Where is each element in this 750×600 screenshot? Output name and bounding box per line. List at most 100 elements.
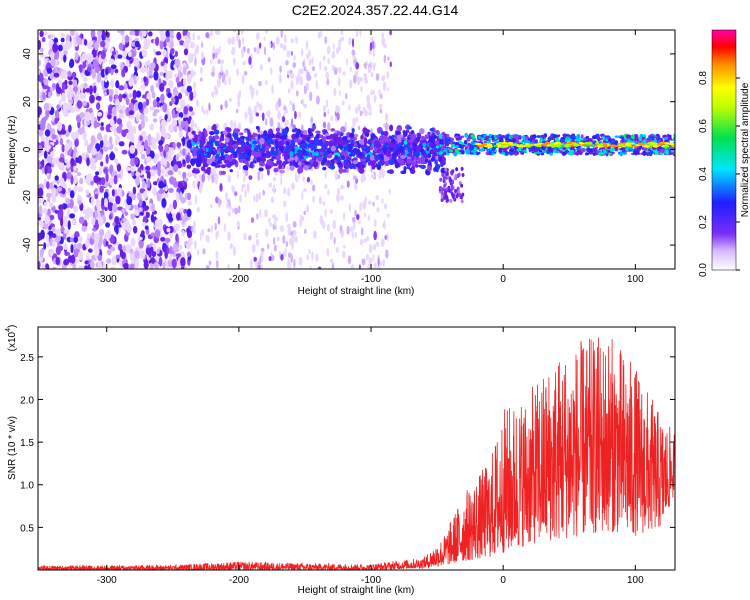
heatmap-cell [224, 79, 227, 86]
heatmap-cell [185, 155, 190, 164]
heatmap-cell [314, 151, 320, 157]
heatmap-cell [631, 134, 635, 139]
heatmap-cell [239, 132, 244, 136]
heatmap-cell [94, 211, 99, 218]
heatmap-cell [319, 134, 324, 139]
heatmap-cell [54, 109, 60, 119]
heatmap-cell [164, 144, 169, 153]
heatmap-cell [335, 104, 339, 114]
heatmap-cell [664, 150, 670, 155]
heatmap-cell [285, 60, 289, 66]
heatmap-cell [151, 91, 156, 99]
heatmap-cell [270, 196, 275, 204]
heatmap-cell [280, 30, 283, 38]
heatmap-cell [173, 73, 178, 78]
heatmap-cell [209, 141, 214, 149]
heatmap-cell [424, 158, 429, 163]
heatmap-cell [259, 208, 262, 218]
heatmap-cell [340, 140, 347, 145]
heatmap-cell [128, 92, 132, 99]
heatmap-cell [565, 136, 569, 141]
heatmap-cell [356, 213, 360, 221]
heatmap-cell [228, 75, 231, 86]
heatmap-cell [125, 97, 130, 106]
heatmap-cell [50, 52, 55, 59]
heatmap-cell [58, 204, 64, 211]
heatmap-cell [358, 139, 365, 145]
heatmap-cell [113, 124, 117, 134]
heatmap-cell [242, 61, 247, 66]
heatmap-cell [230, 146, 235, 154]
heatmap-cell [378, 173, 382, 180]
heatmap-cell [377, 257, 380, 267]
heatmap-cell [261, 172, 264, 181]
heatmap-cell [109, 152, 116, 161]
heatmap-cell [326, 78, 330, 86]
heatmap-cell [357, 219, 361, 225]
heatmap-cell [72, 151, 76, 160]
heatmap-cell [213, 135, 220, 140]
heatmap-cell [351, 128, 355, 133]
heatmap-cell [544, 141, 551, 145]
heatmap-cell [167, 92, 172, 99]
heatmap-cell [134, 209, 140, 216]
heatmap-cell [608, 138, 612, 143]
heatmap-cell [321, 135, 326, 143]
heatmap-cell [595, 142, 600, 145]
heatmap-cell [352, 74, 357, 84]
heatmap-cell [46, 242, 50, 248]
heatmap-cell [333, 67, 338, 75]
heatmap-cell [348, 37, 352, 46]
heatmap-cell [44, 215, 51, 225]
heatmap-cell [225, 192, 228, 201]
heatmap-cell [495, 135, 500, 138]
heatmap-cell [302, 134, 307, 142]
heatmap-cell [130, 237, 136, 247]
heatmap-cell [380, 93, 383, 99]
heatmap-cell [206, 158, 213, 165]
heatmap-cell [74, 31, 79, 37]
heatmap-cell [319, 215, 324, 225]
heatmap-cell [309, 91, 313, 102]
heatmap-cell [55, 245, 61, 256]
heatmap-cell [273, 167, 279, 173]
heatmap-cell [348, 132, 355, 139]
heatmap-cell [189, 91, 194, 101]
heatmap-cell [122, 263, 129, 269]
heatmap-cell [358, 166, 365, 174]
heatmap-cell [151, 203, 155, 213]
heatmap-cell [236, 68, 239, 77]
heatmap-cell [204, 154, 211, 159]
heatmap-cell [278, 73, 282, 84]
heatmap-cell [273, 150, 279, 156]
heatmap-cell [102, 32, 107, 39]
heatmap-cell [460, 166, 464, 171]
heatmap-cell [154, 261, 159, 269]
heatmap-cell [38, 160, 41, 169]
heatmap-cell [325, 71, 330, 79]
heatmap-cell [355, 62, 360, 70]
heatmap-cell [312, 152, 316, 156]
heatmap-cell [155, 51, 162, 56]
heatmap-cell [172, 212, 176, 220]
heatmap-cell [370, 159, 377, 165]
heatmap-cell [296, 128, 302, 136]
heatmap-cell [42, 208, 48, 214]
heatmap-cell [368, 243, 373, 254]
heatmap-cell [195, 157, 202, 165]
heatmap-cell [224, 137, 230, 143]
heatmap-cell [84, 260, 89, 265]
spectrogram-xtick-label: 0 [500, 274, 506, 285]
heatmap-cell [285, 212, 289, 223]
heatmap-cell [551, 133, 555, 137]
heatmap-cell [337, 130, 341, 135]
heatmap-cell [135, 76, 140, 82]
heatmap-cell [73, 131, 80, 137]
heatmap-cell [242, 164, 248, 171]
heatmap-cell [67, 255, 73, 263]
heatmap-cell [231, 207, 236, 214]
heatmap-cell [346, 225, 350, 235]
heatmap-cell [300, 158, 304, 163]
